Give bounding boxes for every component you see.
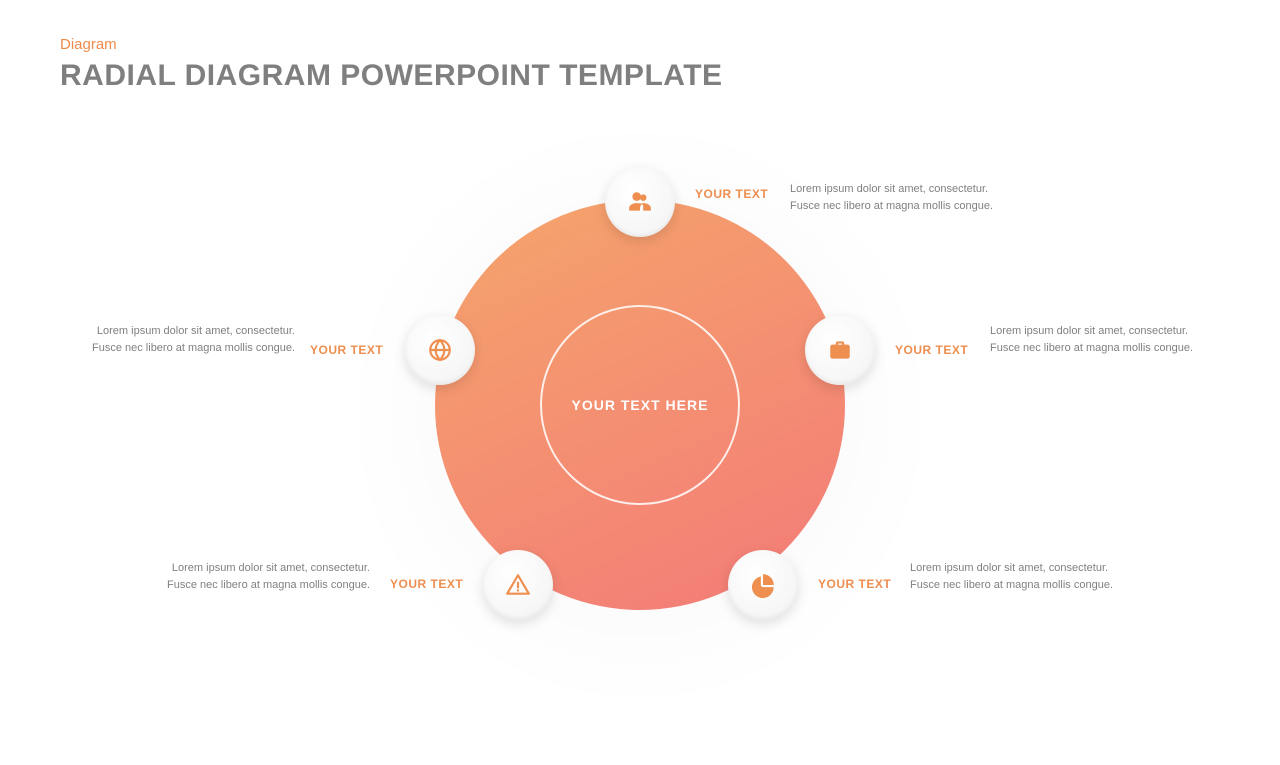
- node-right-label: YOUR TEXT: [895, 343, 968, 357]
- node-left: [405, 315, 475, 385]
- globe-icon: [427, 337, 453, 363]
- node-top-label: YOUR TEXT: [695, 187, 768, 201]
- node-bottom-left-annotation: Lorem ipsum dolor sit amet, consectetur.…: [150, 560, 370, 593]
- node-right: [805, 315, 875, 385]
- warning-icon: [505, 572, 531, 598]
- node-left-body: Lorem ipsum dolor sit amet, consectetur.…: [75, 323, 295, 356]
- node-bottom-right-annotation: Lorem ipsum dolor sit amet, consectetur.…: [910, 560, 1130, 593]
- node-left-annotation: Lorem ipsum dolor sit amet, consectetur.…: [75, 323, 295, 356]
- node-bottom-right-label: YOUR TEXT: [818, 577, 891, 591]
- node-bottom-left-body: Lorem ipsum dolor sit amet, consectetur.…: [150, 560, 370, 593]
- node-left-label: YOUR TEXT: [310, 343, 383, 357]
- briefcase-icon: [827, 337, 853, 363]
- slide-category: Diagram: [60, 36, 723, 53]
- node-bottom-left: [483, 550, 553, 620]
- slide-title: RADIAL DIAGRAM POWERPOINT TEMPLATE: [60, 59, 723, 93]
- node-top-body: Lorem ipsum dolor sit amet, consectetur.…: [790, 181, 1010, 214]
- users-icon: [627, 189, 653, 215]
- slide-header: Diagram RADIAL DIAGRAM POWERPOINT TEMPLA…: [60, 36, 723, 93]
- inner-ring: YOUR TEXT HERE: [540, 305, 740, 505]
- radial-diagram: YOUR TEXT HERE YOUR TEXT Lorem ipsum dol…: [0, 145, 1280, 705]
- node-bottom-right-body: Lorem ipsum dolor sit amet, consectetur.…: [910, 560, 1130, 593]
- node-top-annotation: Lorem ipsum dolor sit amet, consectetur.…: [790, 181, 1010, 214]
- node-right-annotation: Lorem ipsum dolor sit amet, consectetur.…: [990, 323, 1210, 356]
- node-right-body: Lorem ipsum dolor sit amet, consectetur.…: [990, 323, 1210, 356]
- node-top: [605, 167, 675, 237]
- pie-icon: [750, 572, 776, 598]
- center-text: YOUR TEXT HERE: [572, 397, 709, 413]
- node-bottom-right: [728, 550, 798, 620]
- node-bottom-left-label: YOUR TEXT: [390, 577, 463, 591]
